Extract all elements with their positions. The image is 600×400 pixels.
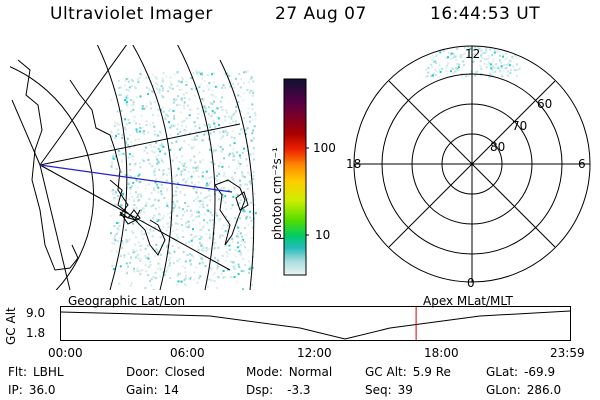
status-filter: Flt: LBHL xyxy=(8,365,64,379)
timeline-xtick-1200: 12:00 xyxy=(297,346,332,360)
timeline-ytick-bottom: 1.8 xyxy=(26,326,46,340)
mlt-label-top: 12 xyxy=(465,47,481,61)
timeline-ytick-top: 9.0 xyxy=(26,306,46,320)
timeline-right-label: Apex MLat/MLT xyxy=(423,294,513,308)
timeline-left-label: Geographic Lat/Lon xyxy=(68,294,186,308)
mlt-label-bottom: 0 xyxy=(467,276,475,290)
colorbar-unit-label: photon cm⁻²s⁻¹ xyxy=(270,147,284,240)
geographic-image-panel xyxy=(10,45,257,290)
timeline-xtick-0000: 00:00 xyxy=(48,346,83,360)
lat-arc-4 xyxy=(177,45,216,290)
altitude-curve xyxy=(60,310,571,340)
timeline-xtick-1800: 18:00 xyxy=(424,346,459,360)
colorbar-tick-label-100: 100 xyxy=(313,141,336,155)
colorbar xyxy=(283,78,309,276)
status-glon: GLon: 286.0 xyxy=(486,383,562,397)
status-gain: Gain: 14 xyxy=(126,383,179,397)
status-ip: IP: 36.0 xyxy=(8,383,56,397)
lon-line-4 xyxy=(39,164,71,290)
mlt-diagonal-2 xyxy=(388,80,556,248)
lat-label-70: 70 xyxy=(512,119,528,133)
timeline-plot xyxy=(60,306,571,341)
lat-arc-2 xyxy=(96,45,128,290)
status-dsp: Dsp: -3.3 xyxy=(246,383,311,397)
timeline-xtick-0600: 06:00 xyxy=(170,346,205,360)
app-title: Ultraviolet Imager xyxy=(50,4,213,24)
lat-arc-3 xyxy=(132,45,173,290)
timeline-ylabel: GC Alt xyxy=(4,307,18,345)
status-gc-alt: GC Alt: 5.9 Re xyxy=(365,365,451,379)
time-label: 16:44:53 UT xyxy=(430,4,541,24)
auroral-emission-speckle xyxy=(110,70,257,290)
timeline-xtick-2359: 23:59 xyxy=(550,346,585,360)
lat-arc-5 xyxy=(219,59,255,290)
lon-line-2 xyxy=(39,123,241,166)
colorbar-tick-label-10: 10 xyxy=(315,228,331,242)
mlt-label-right: 6 xyxy=(578,157,586,171)
status-door: Door: Closed xyxy=(126,365,206,379)
polar-mlt-plot xyxy=(353,45,591,283)
lon-line-5 xyxy=(11,99,41,166)
coastline xyxy=(17,59,249,271)
orbit-track-line xyxy=(39,164,233,193)
status-mode: Mode: Normal xyxy=(246,365,333,379)
status-seq: Seq: 39 xyxy=(365,383,413,397)
lat-label-60: 60 xyxy=(537,97,553,111)
lat-arc-1 xyxy=(10,66,95,290)
mlt-label-left: 18 xyxy=(346,157,362,171)
date-label: 27 Aug 07 xyxy=(275,4,367,24)
lat-label-80: 80 xyxy=(490,140,506,154)
lon-line-1 xyxy=(39,45,128,166)
status-glat: GLat: -69.9 xyxy=(486,365,556,379)
lon-line-3 xyxy=(39,164,231,271)
